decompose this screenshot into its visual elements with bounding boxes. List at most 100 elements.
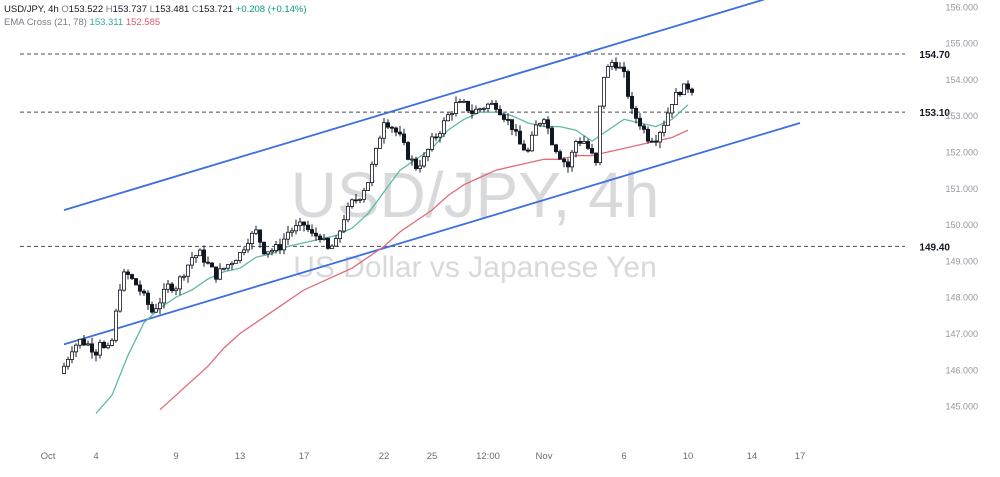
candle-up <box>74 344 79 353</box>
candle-down <box>305 224 310 230</box>
candle-up <box>321 237 326 240</box>
candle-up <box>598 105 603 164</box>
candle-up <box>293 225 298 232</box>
candle-down <box>550 127 555 146</box>
indicator-name: EMA Cross (21, 78) <box>4 17 87 28</box>
candle-up <box>153 308 158 313</box>
candle-down <box>522 143 527 151</box>
candle-up <box>161 288 166 304</box>
candle-up <box>602 76 607 107</box>
candle-down <box>149 304 154 313</box>
candle-up <box>682 83 687 96</box>
candle-down <box>313 232 318 237</box>
candle-up <box>345 205 350 221</box>
candle-down <box>126 271 131 275</box>
candle-up <box>461 100 466 103</box>
candle-down <box>169 283 174 292</box>
horizontal-levels: 154.70 153.10 149.40 <box>20 50 950 253</box>
candle-up <box>110 339 115 346</box>
candle-up <box>381 122 386 139</box>
candle-up <box>570 151 575 168</box>
candle-up <box>349 199 354 207</box>
candle-up <box>193 255 198 259</box>
candle-down <box>82 338 87 346</box>
candle-up <box>281 238 286 251</box>
candle-up <box>329 245 334 249</box>
price-axis[interactable]: 145.000 146.000 147.000 148.000 149.000 150.0… <box>945 0 978 412</box>
candle-down <box>353 199 358 202</box>
chart-legend: USD/JPY, 4h O153.522 H153.737 L153.481 C… <box>4 3 307 29</box>
candle-up <box>425 149 430 158</box>
candle-up <box>618 66 623 69</box>
candle-up <box>265 251 270 255</box>
candle-down <box>145 292 150 305</box>
y-tick-label: 151.000 <box>945 184 978 194</box>
candle-up <box>489 102 494 105</box>
candle-up <box>369 163 374 183</box>
candle-down <box>301 221 306 226</box>
x-tick-label: 22 <box>379 451 390 462</box>
candle-up <box>337 230 342 239</box>
x-tick-label: 17 <box>795 451 806 462</box>
candle-down <box>405 142 410 160</box>
symbol-watermark: USD/JPY, 4h US Dollar vs Japanese Yen <box>291 159 660 284</box>
time-axis[interactable]: Oct 4 9 13 17 22 25 12:00 Nov 6 10 14 17 <box>41 451 806 462</box>
candle-down <box>413 158 418 169</box>
y-tick-label: 147.000 <box>945 329 978 339</box>
x-tick-label: 13 <box>235 451 246 462</box>
candle-down <box>261 241 266 255</box>
candle-up <box>606 66 611 78</box>
candle-down <box>678 91 683 96</box>
candle-up <box>373 147 378 165</box>
candle-up <box>70 351 75 360</box>
candle-down <box>465 100 470 112</box>
ema-slow-value: 152.585 <box>125 17 161 28</box>
x-tick-label: Oct <box>41 451 56 462</box>
candle-down <box>90 343 95 353</box>
candle-down <box>654 140 659 143</box>
close-value: 153.721 <box>198 4 234 15</box>
candle-up <box>185 264 190 277</box>
candle-down <box>205 261 210 264</box>
x-tick-label: 10 <box>683 451 694 462</box>
candle-down <box>558 151 563 160</box>
candle-up <box>86 343 91 346</box>
candle-up <box>165 283 170 290</box>
candle-up <box>237 252 242 261</box>
x-tick-label: 12:00 <box>476 451 500 462</box>
candle-up <box>409 158 414 161</box>
candle-down <box>594 152 599 164</box>
y-tick-label: 156.000 <box>945 2 978 12</box>
candle-up <box>485 103 490 109</box>
candle-up <box>253 229 258 234</box>
candle-down <box>514 129 519 132</box>
candle-down <box>201 249 206 263</box>
candle-up <box>441 120 446 135</box>
candle-up <box>217 268 222 280</box>
candle-down <box>626 71 631 97</box>
candle-up <box>421 156 426 167</box>
y-tick-label: 145.000 <box>945 402 978 412</box>
candle-down <box>509 119 514 131</box>
candle-up <box>269 250 274 253</box>
candle-down <box>642 125 647 130</box>
candle-up <box>122 271 127 291</box>
candle-up <box>177 276 182 290</box>
candle-down <box>277 244 282 251</box>
candle-up <box>297 221 302 227</box>
x-tick-label: Nov <box>536 451 553 462</box>
level-label: 154.70 <box>919 50 950 61</box>
candle-up <box>333 238 338 247</box>
y-tick-label: 155.000 <box>945 39 978 49</box>
candle-down <box>646 129 651 142</box>
candle-up <box>429 136 434 150</box>
candle-up <box>114 310 119 341</box>
candle-up <box>66 359 71 367</box>
candle-up <box>245 243 250 251</box>
y-tick-label: 150.000 <box>945 220 978 230</box>
high-value: 153.737 <box>112 4 147 15</box>
candle-up <box>249 232 254 244</box>
candle-down <box>309 229 314 234</box>
candle-up <box>610 62 615 67</box>
